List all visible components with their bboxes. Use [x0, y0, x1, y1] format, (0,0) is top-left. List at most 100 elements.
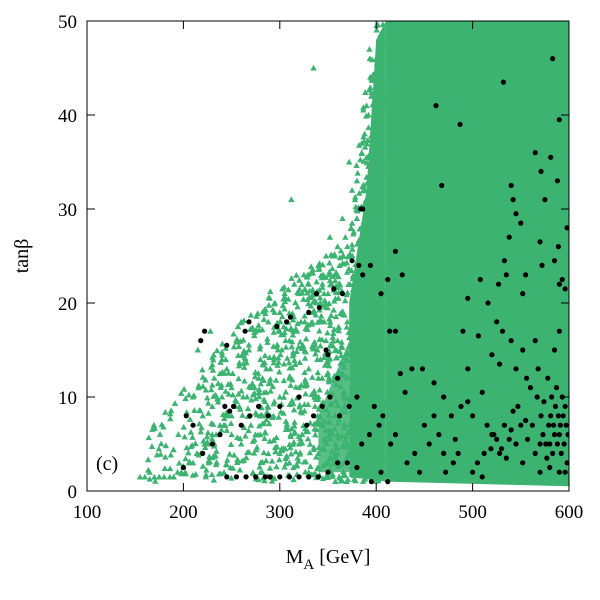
green-triangle: [329, 252, 337, 259]
green-triangle-texture: [348, 332, 356, 338]
green-triangle-texture: [210, 453, 217, 459]
black-point: [518, 220, 524, 226]
black-point: [494, 436, 500, 442]
green-triangle-texture: [340, 468, 347, 474]
green-triangle-texture: [222, 387, 229, 394]
green-triangle-texture: [372, 328, 379, 335]
green-triangle: [377, 36, 385, 43]
green-triangle-texture: [344, 429, 352, 435]
green-triangle: [368, 93, 375, 99]
black-point: [331, 286, 337, 292]
green-triangle-texture: [255, 393, 263, 400]
green-triangle-texture: [289, 331, 297, 338]
green-triangle-texture: [271, 444, 279, 450]
green-triangle-texture: [326, 318, 334, 325]
black-point: [550, 450, 556, 456]
green-triangle-texture: [377, 434, 384, 441]
green-triangle-texture: [320, 405, 328, 412]
black-point: [336, 413, 343, 419]
green-triangle-texture: [378, 196, 385, 202]
green-triangle-texture: [189, 434, 196, 440]
green-triangle-texture: [368, 415, 375, 421]
green-triangle-texture: [357, 303, 364, 310]
black-point: [335, 375, 341, 381]
green-triangle: [201, 440, 208, 447]
green-triangle-texture: [265, 301, 273, 308]
green-triangle: [371, 74, 378, 80]
green-triangle-texture: [210, 356, 217, 363]
green-triangle-texture: [372, 221, 380, 227]
green-triangle-texture: [262, 310, 269, 317]
green-triangle-texture: [261, 398, 269, 405]
black-point: [555, 244, 561, 250]
green-triangle-texture: [302, 348, 310, 355]
green-triangle-texture: [257, 380, 264, 387]
black-point: [366, 432, 373, 438]
green-triangle-texture: [290, 406, 298, 413]
x-axis-title: MA [GeV]: [286, 546, 371, 573]
black-point: [548, 154, 554, 160]
green-triangle-texture: [270, 400, 277, 407]
green-triangle-texture: [167, 451, 175, 458]
black-point: [380, 413, 386, 419]
green-triangle-texture: [280, 377, 288, 384]
green-triangle-texture: [257, 459, 265, 466]
green-triangle-texture: [307, 269, 315, 276]
green-triangle: [271, 299, 279, 306]
green-triangle-texture: [379, 250, 387, 257]
green-triangle: [344, 440, 351, 447]
green-triangle-texture: [218, 426, 225, 433]
green-triangle-texture: [329, 460, 337, 467]
green-triangle-texture: [354, 275, 361, 282]
green-triangle-texture: [367, 176, 374, 183]
green-triangle-texture: [363, 423, 371, 429]
green-triangle-texture: [199, 373, 207, 380]
green-triangle: [339, 215, 346, 221]
green-triangle-texture: [312, 350, 319, 357]
green-triangle-texture: [217, 359, 224, 365]
black-point: [441, 450, 447, 456]
green-triangle-texture: [372, 238, 379, 245]
black-point: [242, 328, 248, 334]
green-triangle-texture: [214, 395, 222, 402]
green-triangle: [207, 328, 214, 334]
green-triangle-texture: [332, 478, 339, 485]
green-triangle-texture: [145, 456, 152, 463]
green-triangle-texture: [360, 330, 367, 337]
green-triangle-texture: [325, 412, 333, 418]
black-point: [506, 234, 512, 240]
green-triangle-texture: [205, 457, 212, 464]
green-triangle-texture: [295, 432, 302, 439]
green-triangle-texture: [267, 375, 274, 382]
green-triangle-texture: [360, 158, 367, 164]
green-triangle-texture: [295, 458, 302, 464]
green-triangle-texture: [333, 381, 340, 388]
green-triangle-texture: [293, 271, 300, 278]
black-point: [532, 338, 538, 344]
black-point: [344, 460, 350, 466]
black-point: [538, 413, 544, 419]
green-triangle-texture: [162, 409, 169, 415]
black-point: [518, 422, 524, 428]
green-triangle-texture: [313, 278, 320, 285]
green-triangle-texture: [361, 397, 368, 404]
green-triangle-texture: [287, 324, 295, 331]
black-point: [501, 422, 508, 428]
green-triangle: [346, 252, 353, 259]
green-triangle-texture: [349, 389, 356, 396]
green-triangle-texture: [240, 347, 248, 354]
green-triangle-texture: [368, 406, 375, 413]
green-triangle-texture: [336, 254, 344, 261]
black-point: [501, 258, 508, 264]
green-triangle-texture: [280, 445, 287, 451]
green-triangle-texture: [167, 407, 175, 414]
green-triangle: [328, 281, 336, 287]
green-triangle-texture: [267, 380, 274, 386]
green-triangle-texture: [319, 422, 327, 429]
green-triangle-texture: [222, 345, 229, 351]
green-triangle: [363, 102, 370, 109]
green-triangle-texture: [374, 372, 382, 379]
green-triangle: [373, 262, 380, 268]
green-triangle-texture: [362, 89, 369, 95]
green-triangle-texture: [375, 104, 383, 111]
